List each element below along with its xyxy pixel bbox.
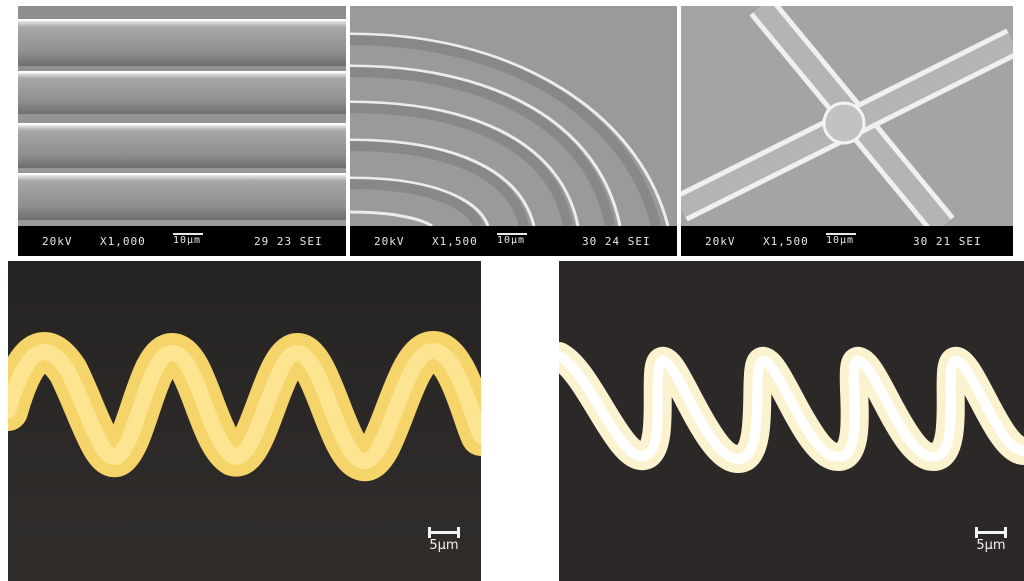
sinusoidal-waveguide-micrograph xyxy=(8,261,481,581)
sem-magnification: X1,500 xyxy=(432,235,478,248)
sem-scale-bar xyxy=(826,233,856,235)
scale-bar-line xyxy=(428,527,460,538)
sem-image-curved-waveguides: 20kV X1,500 10µm 30 24 SEI xyxy=(350,6,677,256)
sem-scale-bar xyxy=(173,233,203,235)
sem-image-code: 30 24 SEI xyxy=(582,235,651,248)
sem-scale-label: 10µm xyxy=(173,235,202,246)
sem-scale-label: 10µm xyxy=(497,235,526,246)
sem-image-waveguide-crossing: 20kV X1,500 10µm 30 21 SEI xyxy=(681,6,1013,256)
straight-waveguides-micrograph xyxy=(18,6,346,256)
sem-voltage: 20kV xyxy=(705,235,736,248)
sem-scale-label: 10µm xyxy=(826,235,855,246)
sem-magnification: X1,500 xyxy=(763,235,809,248)
optical-scale-bar: 5µm xyxy=(971,527,1011,553)
sem-image-straight-waveguides: 20kV X1,000 10µm 29 23 SEI xyxy=(18,6,346,256)
waveguide-crossing-micrograph xyxy=(681,6,1013,256)
optical-image-sinusoidal-waveguide-1: 5µm xyxy=(8,261,481,581)
sem-voltage: 20kV xyxy=(374,235,405,248)
sem-image-code: 30 21 SEI xyxy=(913,235,982,248)
optical-scale-bar: 5µm xyxy=(424,527,464,553)
sem-scale-bar xyxy=(497,233,527,235)
optical-scale-label: 5µm xyxy=(976,538,1006,553)
sem-voltage: 20kV xyxy=(42,235,73,248)
optical-image-sinusoidal-waveguide-2: 5µm xyxy=(559,261,1024,581)
scale-bar-line xyxy=(975,527,1007,538)
curved-waveguides-micrograph xyxy=(350,6,677,256)
sem-info-bar: 20kV X1,000 10µm 29 23 SEI xyxy=(18,226,346,256)
sem-magnification: X1,000 xyxy=(100,235,146,248)
optical-scale-label: 5µm xyxy=(429,538,459,553)
sinusoidal-waveguide-micrograph xyxy=(559,261,1024,581)
sem-image-code: 29 23 SEI xyxy=(254,235,323,248)
sem-info-bar: 20kV X1,500 10µm 30 24 SEI xyxy=(350,226,677,256)
sem-info-bar: 20kV X1,500 10µm 30 21 SEI xyxy=(681,226,1013,256)
